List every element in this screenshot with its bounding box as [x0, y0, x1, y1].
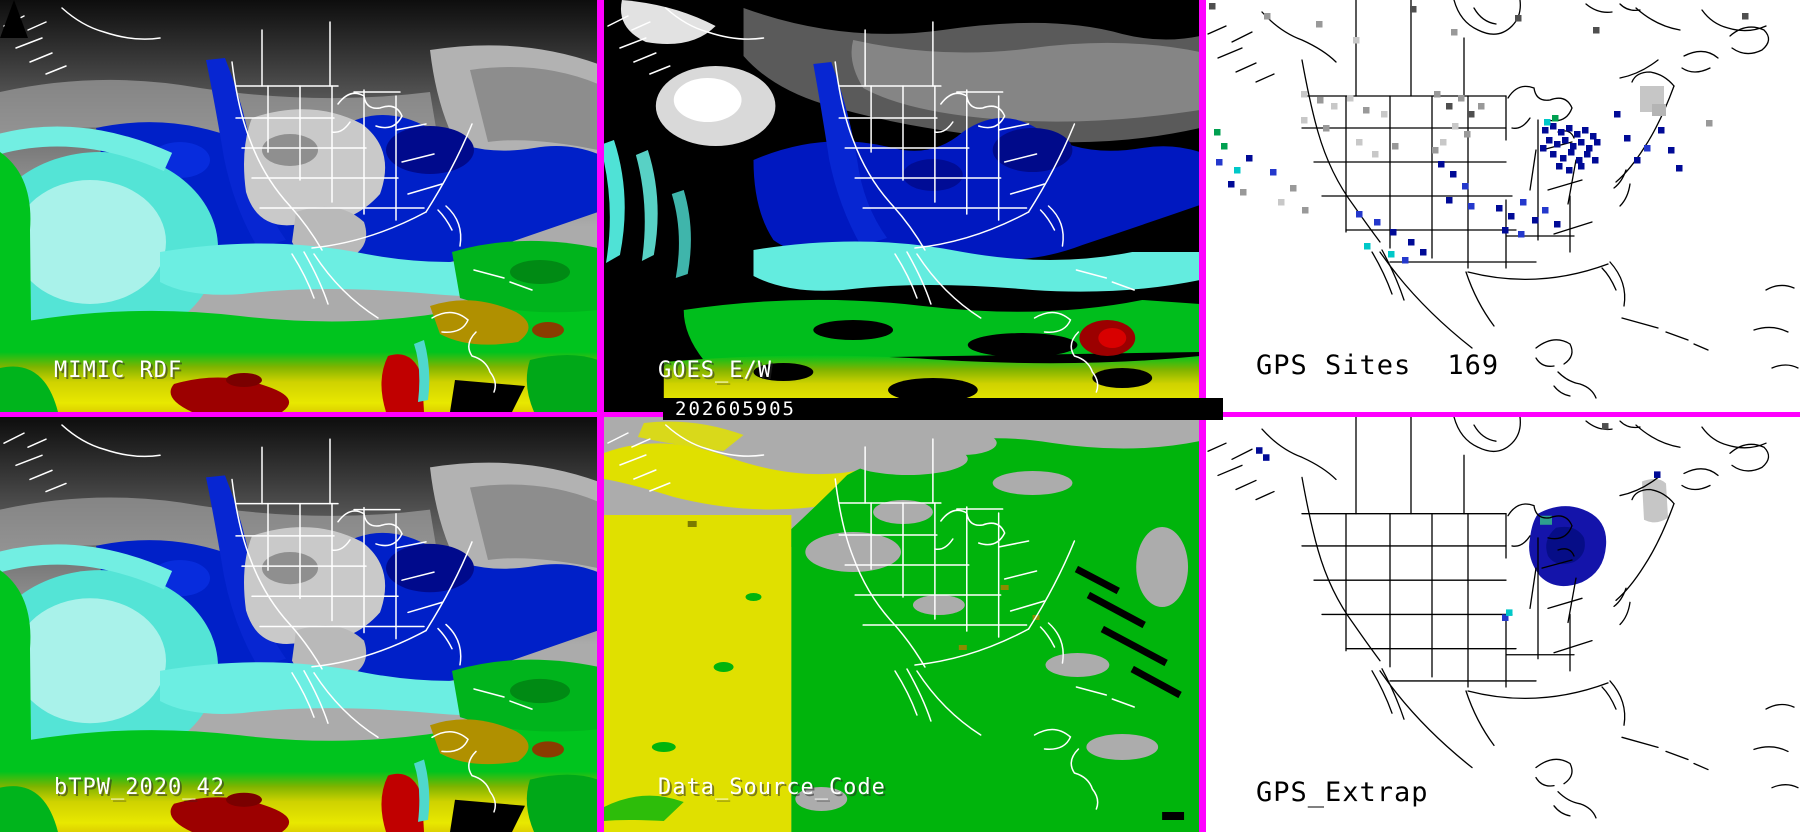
- goes-ew-label: GOES_E/W: [658, 358, 772, 383]
- gps-extrap-map: [1207, 417, 1799, 819]
- panel-goes-ew: GOES_E/W: [604, 0, 1200, 412]
- btpw-label: bTPW_2020_42: [54, 775, 225, 800]
- timestamp-text: 202605905: [675, 398, 796, 420]
- panel-data-source-code: Data_Source_Code: [604, 417, 1200, 832]
- gps-sites-label: GPS Sites 169: [1256, 352, 1499, 379]
- extrap-teal-patch: [1540, 515, 1552, 525]
- gps-sites-count: 169: [1447, 350, 1500, 381]
- panel-btpw: bTPW_2020_42: [0, 417, 598, 832]
- panel-mimic-rdf: MIMIC RDF: [0, 0, 598, 412]
- gps-station-dots: [1209, 3, 1749, 264]
- panel-gps-sites: GPS Sites 169: [1206, 0, 1800, 412]
- extrap-station-dots: [1256, 423, 1661, 621]
- gps-extrap-label-text: GPS_Extrap: [1256, 777, 1429, 808]
- pointer-triangle-icon: [0, 0, 28, 38]
- gps-station-patches: [1640, 86, 1666, 116]
- data-source-code-label: Data_Source_Code: [658, 775, 886, 800]
- extrap-blue-region-core: [1546, 526, 1585, 565]
- gps-extrap-label: GPS_Extrap: [1256, 779, 1429, 806]
- data-source-code-image: [604, 417, 1200, 832]
- timestamp-bar: 202605905: [663, 398, 1223, 420]
- panel-gps-extrap: GPS_Extrap: [1206, 417, 1800, 832]
- gps-sites-map: [1207, 0, 1799, 399]
- goes-satellite-image: [604, 0, 1200, 412]
- gps-sites-label-text: GPS Sites: [1256, 350, 1412, 381]
- mimic-rdf-label: MIMIC RDF: [54, 358, 183, 383]
- btpw-satellite-image: [0, 417, 598, 832]
